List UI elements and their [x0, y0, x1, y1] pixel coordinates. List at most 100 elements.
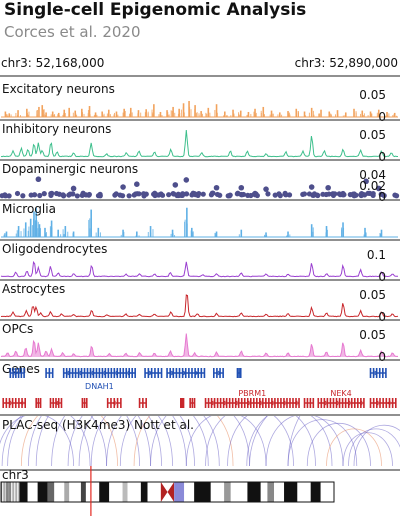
gene-exon: [256, 398, 258, 408]
strand-arrow: [374, 370, 379, 376]
gene-exon: [5, 398, 8, 408]
gene-exon: [144, 368, 146, 378]
gene-exon: [317, 398, 320, 408]
cytoband: [85, 482, 100, 502]
gene-exon: [306, 398, 309, 408]
signal-point: [380, 192, 386, 198]
gene-model: [2, 398, 26, 408]
gene-exon: [210, 398, 213, 408]
track-inhibitory: Inhibitory neurons 0.05 0: [0, 122, 400, 164]
gene-model: [81, 398, 88, 408]
cytoband: [320, 482, 334, 502]
cytoband: [47, 482, 55, 502]
signal-point: [363, 178, 369, 185]
gene-exon: [18, 398, 20, 408]
gene-exon: [239, 368, 242, 378]
axis-tick-label: 0.05: [359, 88, 386, 102]
gene-exon: [9, 368, 12, 378]
gene-exon: [74, 368, 77, 378]
signal-point: [20, 193, 26, 199]
gene-exon: [107, 368, 110, 378]
gene-exon: [119, 368, 122, 378]
interaction-arc: [28, 416, 140, 466]
signal-point: [28, 192, 34, 198]
interaction-arc: [287, 416, 301, 466]
strand-arrow: [209, 400, 214, 406]
gene-exon: [142, 398, 144, 408]
gene-exon: [120, 398, 122, 408]
interaction-arc: [326, 428, 382, 466]
gene-exon: [298, 398, 300, 408]
region-end-label: chr3: 52,890,000: [294, 56, 398, 70]
gene-exon: [101, 368, 104, 378]
strand-arrow: [127, 370, 132, 376]
cytoband: [260, 482, 268, 502]
gene-exon: [2, 398, 4, 408]
signal-point: [60, 192, 66, 198]
gene-annotations: GenesDNAH1PBRM1NEK4: [0, 362, 400, 416]
gene-exon: [147, 368, 150, 378]
interaction-arc: [133, 416, 234, 466]
gene-exon: [203, 368, 206, 378]
signal-point: [14, 190, 21, 197]
gene-exon: [157, 368, 160, 378]
gene-exon: [295, 398, 297, 408]
signal-point: [310, 192, 316, 198]
gene-exon: [81, 398, 84, 408]
interaction-arc: [353, 424, 400, 466]
axis-tick-label: 0: [378, 150, 386, 164]
gene-exon: [391, 398, 394, 408]
strand-arrow: [346, 400, 351, 406]
gene-exon: [175, 368, 178, 378]
signal-point: [180, 191, 186, 197]
gene-model: [212, 368, 224, 378]
gene-exon: [335, 398, 338, 408]
cytoband: [247, 482, 261, 502]
strand-arrow: [7, 400, 12, 406]
gene-exon: [83, 368, 86, 378]
ideogram-label: chr3: [2, 468, 29, 482]
gene-exon: [106, 398, 109, 408]
gene-exon: [385, 368, 387, 378]
track-opcs: OPCs 0.05 0: [0, 322, 400, 364]
signal-point: [112, 192, 118, 198]
gene-exon: [385, 398, 388, 408]
gene-exon: [332, 398, 335, 408]
interaction-arc: [7, 416, 107, 466]
strand-arrow: [374, 400, 379, 406]
gene-exon: [125, 368, 128, 378]
gene-exon: [252, 398, 255, 408]
signal-point: [35, 176, 42, 183]
gene-model: [303, 398, 315, 408]
gene-exon: [341, 398, 344, 408]
gene-exon: [265, 398, 267, 408]
gene-exon: [145, 398, 147, 408]
gene-model: [369, 368, 387, 378]
gene-exon: [212, 368, 215, 378]
gene-exon: [95, 368, 98, 378]
cytoband: [230, 482, 248, 502]
gene-model: [49, 398, 63, 408]
gene-exon: [65, 368, 68, 378]
signal-point: [276, 191, 282, 197]
gene-exon: [138, 398, 141, 408]
strand-arrow: [269, 400, 274, 406]
gene-exon: [268, 398, 270, 408]
gene-exon: [344, 398, 347, 408]
gene-exon: [15, 368, 17, 378]
cytoband: [99, 482, 110, 502]
strand-arrow: [358, 400, 363, 406]
gene-exon: [231, 398, 234, 408]
gene-exon: [60, 398, 63, 408]
axis-tick-label: 0.05: [359, 128, 386, 142]
axis-tick-label: 0: [378, 270, 386, 284]
interaction-arc: [205, 416, 294, 466]
gene-exon: [24, 398, 26, 408]
cytoband: [297, 482, 311, 502]
gene-exon: [131, 368, 133, 378]
strand-arrow: [281, 400, 286, 406]
signal-point: [79, 192, 85, 198]
gene-exon: [110, 368, 113, 378]
strand-arrow: [221, 400, 226, 406]
